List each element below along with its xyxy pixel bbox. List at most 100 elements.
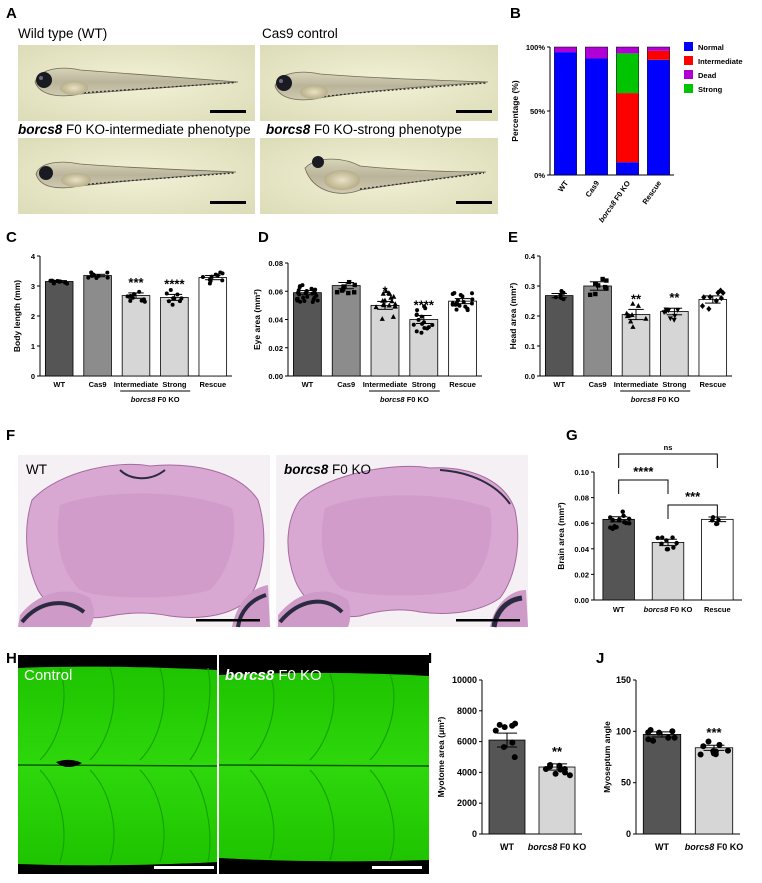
y-tick-label: 0.02 (268, 344, 283, 353)
x-tick-suffix: F0 KO (714, 842, 743, 852)
legend-label-intermediate: Intermediate (698, 57, 743, 66)
y-tick-label: 0.06 (268, 287, 283, 296)
data-point (170, 302, 175, 307)
data-point (624, 310, 630, 316)
legend-label-strong: Strong (698, 85, 723, 94)
data-point (706, 305, 712, 312)
data-point (411, 322, 416, 327)
stacked-segment-normal (554, 52, 577, 176)
y-tick-label: 0.00 (574, 596, 589, 605)
comparison-label: *** (685, 489, 701, 504)
panel-label-c: C (6, 229, 17, 246)
data-point (713, 297, 719, 304)
bar-wt (293, 292, 322, 377)
x-tick-suffix: F0 KO (611, 179, 632, 204)
data-point (388, 295, 394, 300)
data-point (218, 270, 223, 275)
data-point (305, 294, 310, 299)
data-point (626, 516, 632, 522)
bar-wt (602, 518, 635, 601)
data-point (455, 298, 460, 303)
panel-a-strong-image (260, 138, 498, 214)
y-tick-label: 0.1 (525, 342, 535, 351)
data-point (297, 285, 302, 290)
y-tick-label: 50 (621, 778, 631, 788)
data-point (661, 310, 667, 315)
panel-label-a: A (6, 5, 17, 22)
data-point (426, 325, 431, 330)
y-axis-label: Myotome area (μm²) (436, 716, 446, 797)
data-point (645, 736, 652, 743)
y-tick-label: 100% (526, 43, 546, 52)
x-tick-label: Rescue (699, 380, 726, 389)
x-tick-gene: borcs8 (644, 605, 669, 614)
bar-cas9 (83, 275, 112, 377)
y-tick-label: 0.0 (525, 372, 535, 381)
x-tick-label: Strong (662, 380, 687, 389)
data-point (414, 329, 419, 334)
y-tick-label: 4 (31, 252, 36, 261)
data-point (620, 509, 625, 514)
gene-name: borcs8 (284, 462, 329, 477)
x-tick-suffix: F0 KO (668, 605, 692, 614)
bar-intermediate (621, 314, 651, 377)
data-point (351, 290, 357, 295)
data-point (105, 275, 110, 280)
x-tick-label: Intermediate (363, 380, 408, 389)
data-point (593, 291, 598, 297)
stacked-segment-normal (585, 58, 608, 175)
x-tick-label: WT (553, 380, 565, 389)
data-point (469, 291, 474, 296)
comparison-label: ns (664, 443, 673, 452)
group-label-gene: borcs8 (380, 395, 405, 404)
data-point (352, 282, 357, 288)
data-point (566, 772, 573, 779)
stacked-segment-intermediate (616, 93, 639, 163)
legend-label-dead: Dead (698, 71, 717, 80)
data-point (705, 738, 712, 745)
bar-rescue (198, 277, 228, 377)
legend-swatch-strong (684, 84, 693, 93)
y-tick-label: 0.04 (574, 545, 589, 554)
chart-i-myotome-area: 0 2000 4000 6000 8000 10000 Myotome area (μm²)… (436, 675, 586, 852)
data-point (629, 312, 635, 317)
data-point (391, 293, 397, 299)
panel-a-strong-label: borcs8 F0 KO-strong phenotype (266, 122, 462, 137)
intermediate-suffix: F0 KO-intermediate phenotype (62, 122, 250, 137)
chart-d-eye-area: 0.00 0.02 0.04 0.06 0.08 Eye area (mm²) WT Cas9… (252, 259, 482, 404)
chart-j-myoseptum-angle: 0 50 100 150 Myoseptum angle WT *** borcs8 F0 K… (602, 675, 743, 852)
data-point (177, 299, 182, 304)
data-point (294, 297, 299, 302)
data-point (602, 284, 608, 290)
data-point (309, 286, 314, 291)
y-axis-label: Percentage (%) (510, 80, 520, 142)
data-point (469, 301, 474, 306)
y-tick-label: 0.00 (268, 372, 283, 381)
chart-g-brain-area: 0.00 0.02 0.04 0.06 0.08 0.10 Brain area (mm²)… (556, 443, 742, 614)
data-point (301, 295, 306, 300)
y-tick-label: 0 (31, 372, 35, 381)
stacked-segment-strong (616, 53, 639, 94)
group-label: borcs8 F0 KO (380, 395, 429, 404)
x-tick-label: Rescue (704, 605, 731, 614)
data-point (310, 300, 315, 305)
data-point (600, 276, 605, 282)
bar-intermediate (121, 295, 151, 377)
data-point (430, 323, 435, 328)
panel-label-i: I (428, 650, 432, 667)
data-point (643, 315, 649, 321)
panel-f-ko-histology (276, 455, 528, 628)
y-tick-label: 2 (31, 312, 35, 321)
bar-rescue (701, 518, 734, 601)
data-point (220, 278, 225, 283)
group-label-suffix: F0 KO (405, 395, 429, 404)
y-axis-label: Myoseptum angle (602, 721, 612, 793)
ko-suffix: F0 KO (274, 667, 322, 684)
panel-a-cas9-label: Cas9 control (262, 26, 338, 41)
data-point (561, 297, 566, 302)
gene-name: borcs8 (18, 122, 63, 137)
y-tick-label: 0.10 (574, 468, 589, 477)
y-tick-label: 100 (616, 726, 631, 736)
panel-label-g: G (566, 427, 578, 444)
